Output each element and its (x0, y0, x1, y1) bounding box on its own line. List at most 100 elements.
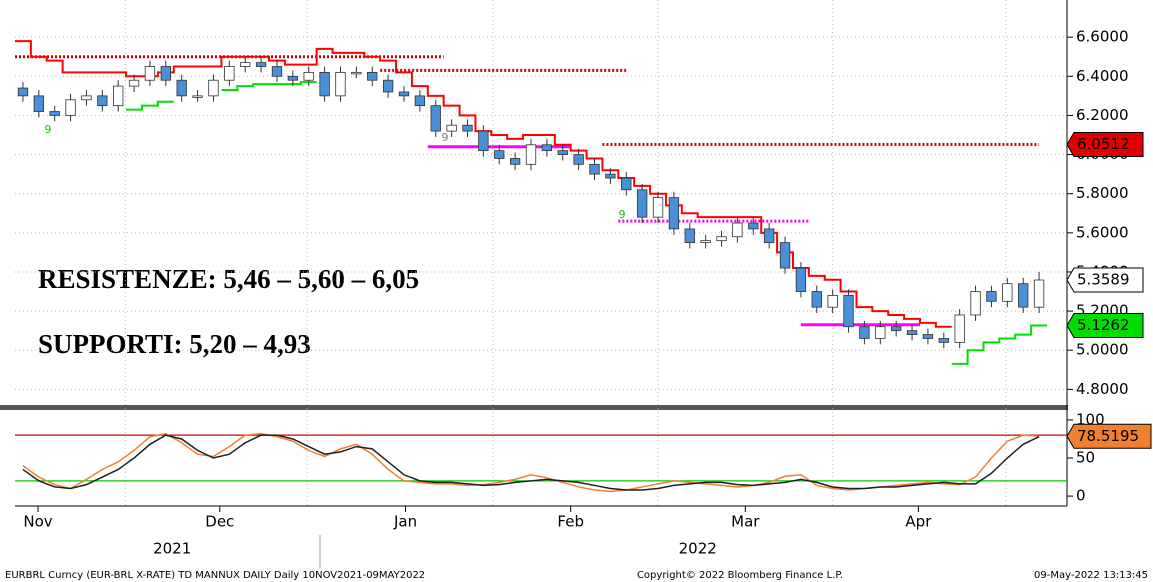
y-tick-label: 6.2000 (1076, 106, 1129, 124)
candle-body (986, 291, 997, 302)
candle-body (494, 150, 505, 159)
candle-body (1033, 279, 1045, 308)
x-tick-label: Feb (557, 513, 584, 531)
candle-body (621, 177, 632, 191)
candle-body (525, 144, 537, 165)
candle-body (208, 79, 219, 97)
candle-body (779, 242, 791, 269)
y-tick-label: 5.0000 (1076, 341, 1129, 359)
td-count: 9 (619, 208, 626, 221)
candle-body (176, 79, 187, 97)
x-tick-label: Dec (205, 513, 234, 531)
candle-body (446, 124, 457, 132)
td-count: 9 (442, 131, 449, 144)
candle-body (970, 291, 981, 316)
y-tick-label: 6.4000 (1076, 67, 1129, 85)
last-oscillator (1066, 423, 1152, 449)
candle-body (33, 95, 44, 112)
candle-body (81, 95, 92, 101)
candle-body (811, 291, 822, 308)
candle-body (271, 66, 283, 77)
y-tick-label: 4.8000 (1076, 380, 1129, 398)
oscillator-line (22, 434, 1040, 491)
candle-body (541, 144, 553, 152)
candle-body (65, 99, 76, 116)
td-count: 9 (45, 123, 52, 136)
candle-body (557, 150, 568, 155)
candle-body (668, 197, 680, 230)
candle-body (891, 326, 902, 332)
candle-body (859, 326, 870, 339)
y-tick-label: 5.6000 (1076, 223, 1129, 241)
y-tick-label: 0 (1076, 487, 1086, 505)
year-label: 2021 (153, 540, 191, 558)
x-tick-label: Jan (393, 513, 417, 531)
footer-center: Copyright© 2022 Bloomberg Finance L.P. (637, 570, 843, 581)
candle-body (128, 79, 140, 87)
candle-body (716, 236, 727, 242)
last-level-label: 6.0512 (1077, 135, 1130, 153)
x-tick-label: Mar (731, 513, 760, 531)
year-label: 2022 (679, 540, 717, 558)
y-tick-label: 5.8000 (1076, 184, 1129, 202)
candle-body (192, 95, 203, 98)
candle-body (17, 87, 29, 97)
footer-right: 09-May-2022 13:13:45 (1034, 570, 1148, 581)
candle-body (351, 71, 362, 75)
candle-body (287, 75, 299, 81)
last-oscillator-label: 78.5195 (1077, 427, 1139, 445)
candle-body (906, 330, 918, 335)
candle-body (763, 228, 775, 244)
candle-body (160, 66, 171, 81)
candle-body (478, 130, 489, 152)
candle-body (922, 334, 934, 339)
candle-body (827, 295, 838, 308)
candle-body (954, 314, 965, 343)
candle-body (319, 71, 330, 97)
candle-body (255, 62, 267, 67)
candle-body (335, 71, 346, 97)
candle-body (938, 338, 949, 343)
candle-body (732, 222, 743, 238)
candle-body (1002, 283, 1013, 302)
candle-body (509, 158, 521, 165)
candle-body (303, 71, 314, 81)
last-level (1066, 132, 1144, 158)
candle-body (1018, 283, 1029, 308)
candle-body (684, 228, 695, 244)
candle-body (240, 62, 251, 67)
candle-body (636, 189, 648, 218)
candle-body (382, 79, 394, 93)
candle-body (430, 105, 441, 132)
panel-separator (0, 405, 1068, 410)
y-tick-label: 50 (1076, 449, 1095, 467)
candle-body (795, 267, 807, 292)
candle-body (113, 85, 124, 107)
candle-body (843, 295, 854, 328)
candle-body (875, 326, 886, 339)
resistance-line (15, 40, 952, 328)
last-support (1066, 313, 1144, 339)
candle-body (224, 66, 235, 81)
candle-body (589, 163, 600, 175)
candle-body (49, 111, 60, 116)
footer-left: EURBRL Curncy (EUR-BRL X-RATE) TD MANNUX… (5, 570, 425, 581)
annotation: SUPPORTI: 5,20 – 4,93 (38, 329, 311, 359)
candle-body (398, 91, 410, 97)
candle-body (605, 173, 616, 179)
support-line (126, 81, 1047, 365)
last-price (1066, 267, 1144, 293)
y-tick-label: 6.6000 (1076, 28, 1129, 46)
last-price-label: 5.3589 (1077, 270, 1130, 288)
candle-body (748, 222, 759, 230)
last-support-label: 5.1262 (1077, 316, 1130, 334)
candle-body (414, 95, 426, 107)
annotation: RESISTENZE: 5,46 – 5,60 – 6,05 (38, 264, 419, 294)
candle-body (144, 66, 156, 81)
x-tick-label: Apr (905, 513, 932, 531)
candle-body (97, 95, 108, 107)
x-tick-label: Nov (23, 513, 52, 531)
candle-body (462, 124, 473, 132)
